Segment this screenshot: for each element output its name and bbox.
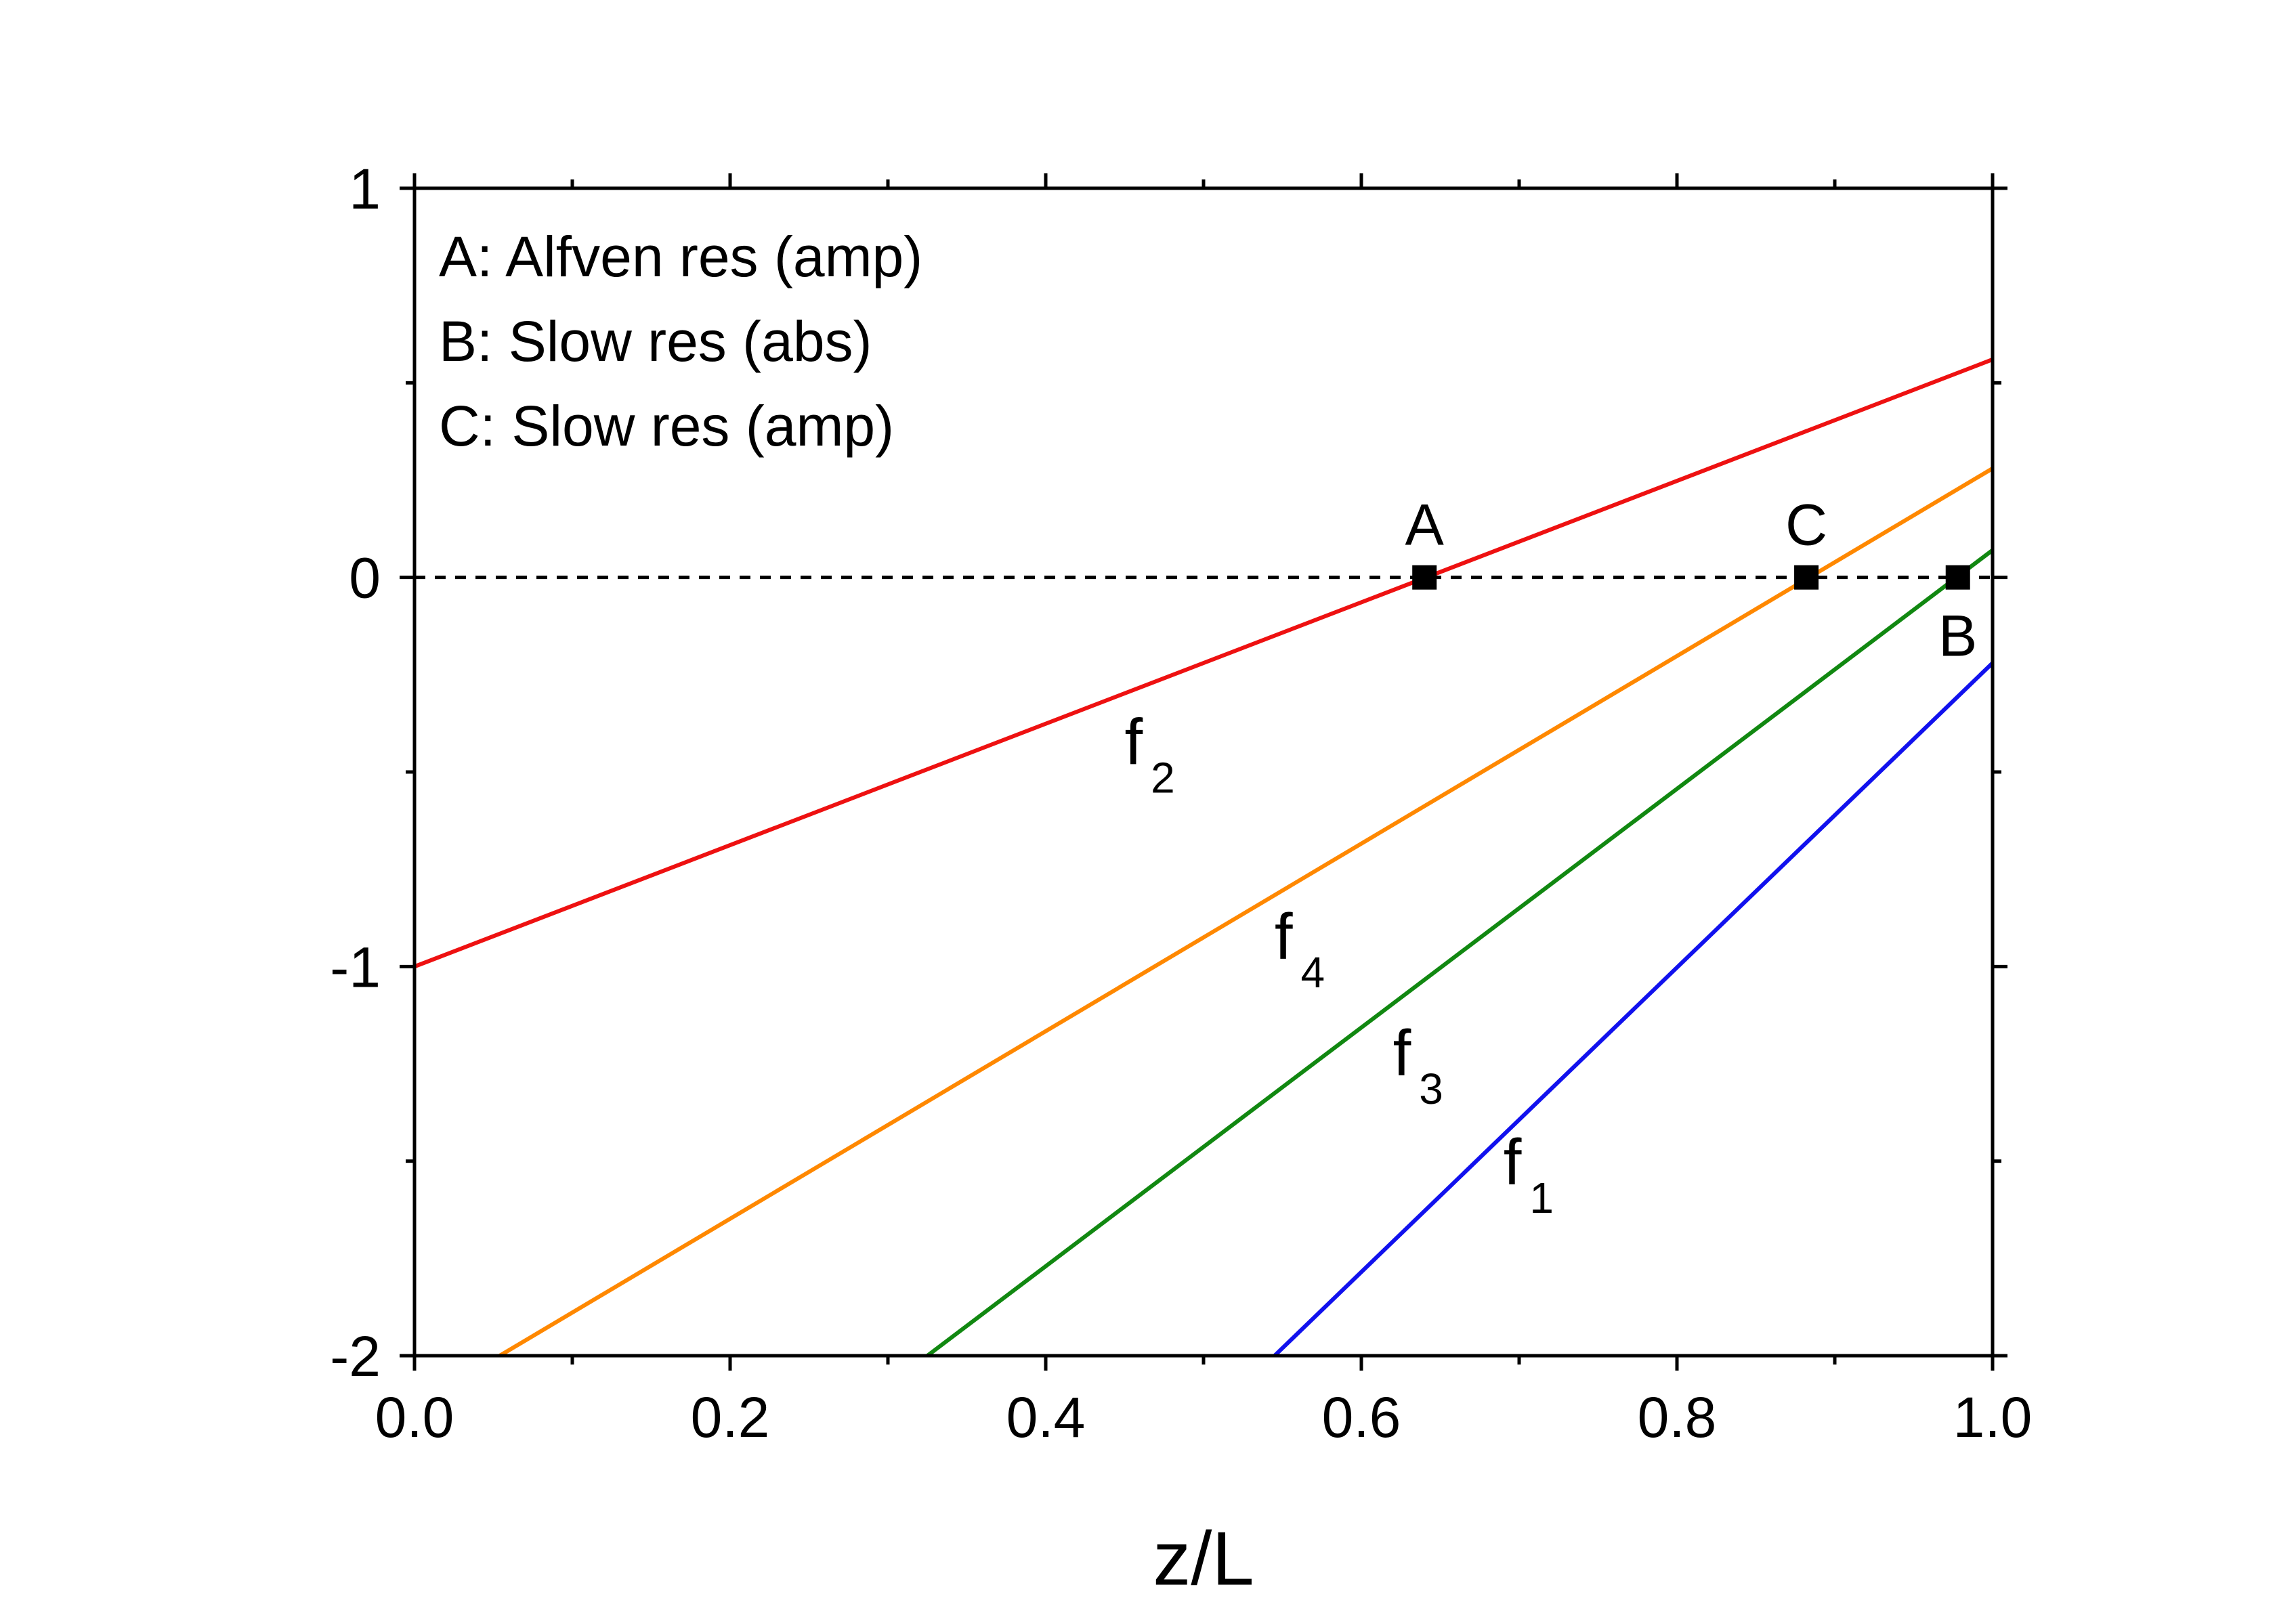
points-layer: A C B (1405, 493, 1978, 669)
x-tick-label: 0.8 (1638, 1386, 1717, 1449)
y-tick-label: -1 (330, 935, 381, 999)
point-marker-C (1794, 565, 1819, 590)
x-tick-label: 0.2 (691, 1386, 770, 1449)
x-tick-label: 0.4 (1006, 1386, 1086, 1449)
point-label-A: A (1405, 493, 1445, 558)
series-line-f2 (413, 358, 1994, 969)
point-marker-B (1945, 565, 1970, 590)
series-line-f4 (498, 467, 1994, 1358)
x-tick-label: 0.0 (375, 1386, 454, 1449)
y-tick-label: -2 (330, 1325, 381, 1388)
legend-line-b: B: Slow res (abs) (439, 309, 872, 373)
legend: A: Alfven res (amp) B: Slow res (abs) C:… (439, 225, 922, 458)
series-line-f1 (1273, 661, 1995, 1358)
x-axis-title: z/L (1153, 1516, 1254, 1601)
series-layer (413, 358, 1995, 1358)
y-tick-label: 1 (349, 157, 381, 221)
tick-layer: 0.0 0.2 0.4 0.6 0.8 1.0 1 0 -1 -2 (330, 157, 2032, 1449)
point-marker-A (1412, 565, 1437, 590)
point-label-B: B (1938, 604, 1977, 669)
y-tick-label: 0 (349, 546, 381, 610)
legend-line-c: C: Slow res (amp) (439, 394, 894, 458)
legend-line-a: A: Alfven res (amp) (439, 225, 922, 288)
x-tick-label: 0.6 (1322, 1386, 1401, 1449)
labels-layer: f 2 f 4 f 3 f 1 (1125, 706, 1554, 1223)
x-tick-label: 1.0 (1953, 1386, 2033, 1449)
series-line-f3 (926, 549, 1994, 1358)
point-label-C: C (1785, 493, 1827, 558)
